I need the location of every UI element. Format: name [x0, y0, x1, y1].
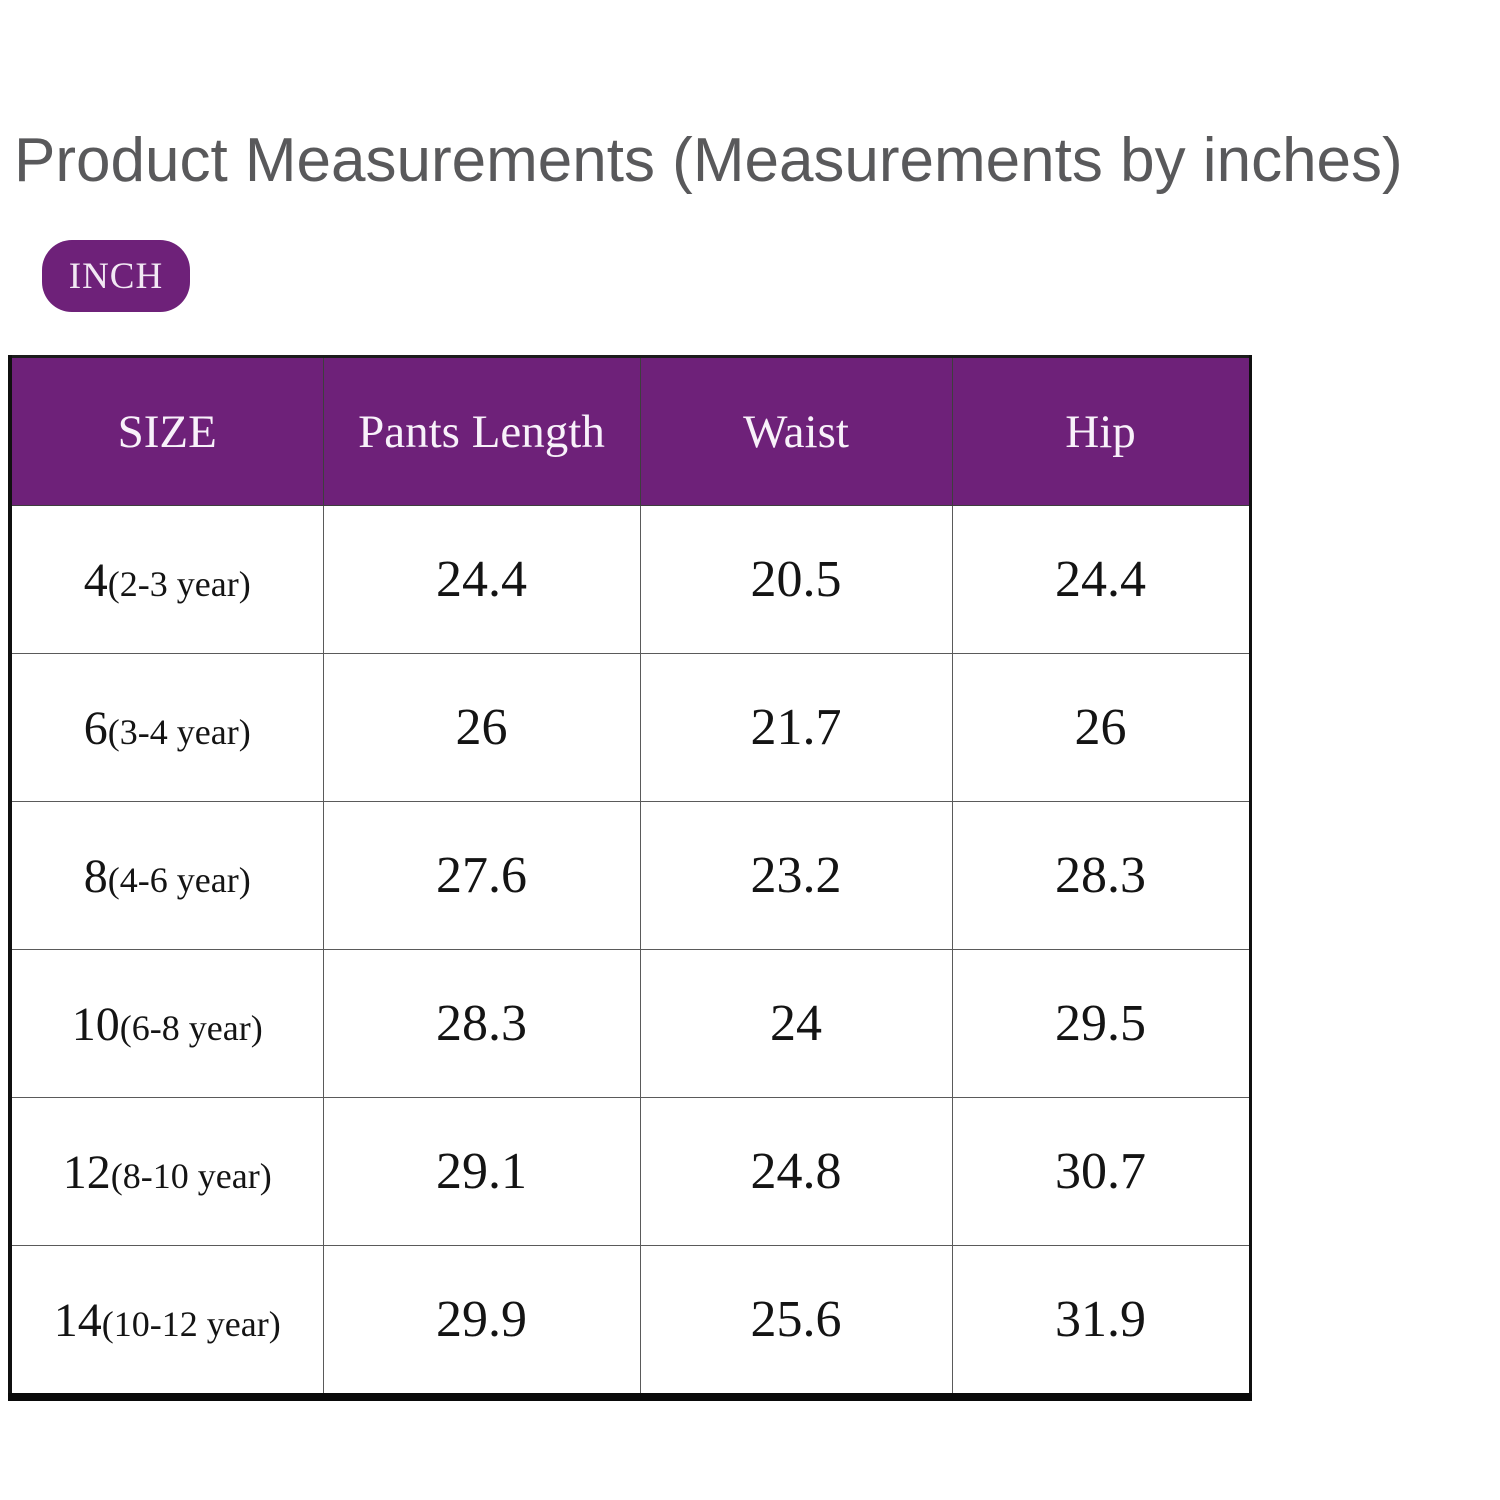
- col-header-hip: Hip: [951, 356, 1251, 506]
- size-number: 8: [83, 850, 108, 903]
- table-row: 8(4-6 year) 27.6 23.2 28.3: [9, 801, 1251, 950]
- age-range: (3-4 year): [107, 712, 251, 752]
- size-cell: 14(10-12 year): [9, 1245, 324, 1398]
- col-header-size: SIZE: [9, 356, 324, 506]
- size-cell: 4(2-3 year): [9, 505, 324, 654]
- size-number: 12: [62, 1146, 111, 1199]
- waist-cell: 24.8: [639, 1097, 953, 1246]
- hip-cell: 28.3: [951, 801, 1251, 950]
- hip-cell: 29.5: [951, 949, 1251, 1098]
- age-range: (4-6 year): [107, 860, 251, 900]
- hip-cell: 26: [951, 653, 1251, 802]
- table-row: 14(10-12 year) 29.9 25.6 31.9: [9, 1245, 1251, 1398]
- pants-length-cell: 24.4: [322, 505, 641, 654]
- unit-badge: INCH: [42, 240, 190, 312]
- size-cell: 12(8-10 year): [9, 1097, 324, 1246]
- col-header-pants-length: Pants Length: [322, 356, 641, 506]
- col-header-waist: Waist: [639, 356, 953, 506]
- table-row: 12(8-10 year) 29.1 24.8 30.7: [9, 1097, 1251, 1246]
- table-header-row: SIZE Pants Length Waist Hip: [9, 356, 1251, 506]
- size-cell: 10(6-8 year): [9, 949, 324, 1098]
- pants-length-cell: 26: [322, 653, 641, 802]
- unit-badge-label: INCH: [68, 255, 164, 297]
- table-row: 6(3-4 year) 26 21.7 26: [9, 653, 1251, 802]
- age-range: (2-3 year): [107, 564, 251, 604]
- size-number: 10: [71, 998, 120, 1051]
- hip-cell: 24.4: [951, 505, 1251, 654]
- size-number: 4: [83, 554, 108, 607]
- pants-length-cell: 29.9: [322, 1245, 641, 1398]
- size-number: 6: [83, 702, 108, 755]
- pants-length-cell: 29.1: [322, 1097, 641, 1246]
- table-row: 10(6-8 year) 28.3 24 29.5: [9, 949, 1251, 1098]
- pants-length-cell: 27.6: [322, 801, 641, 950]
- page-title: Product Measurements (Measurements by in…: [14, 126, 1403, 195]
- waist-cell: 23.2: [639, 801, 953, 950]
- age-range: (8-10 year): [110, 1156, 272, 1196]
- table-row: 4(2-3 year) 24.4 20.5 24.4: [9, 505, 1251, 654]
- pants-length-cell: 28.3: [322, 949, 641, 1098]
- hip-cell: 30.7: [951, 1097, 1251, 1246]
- age-range: (10-12 year): [101, 1304, 281, 1344]
- size-cell: 8(4-6 year): [9, 801, 324, 950]
- waist-cell: 25.6: [639, 1245, 953, 1398]
- waist-cell: 24: [639, 949, 953, 1098]
- waist-cell: 20.5: [639, 505, 953, 654]
- measurements-table: SIZE Pants Length Waist Hip 4(2-3 year) …: [8, 355, 1252, 1401]
- waist-cell: 21.7: [639, 653, 953, 802]
- hip-cell: 31.9: [951, 1245, 1251, 1398]
- age-range: (6-8 year): [119, 1008, 263, 1048]
- size-number: 14: [53, 1294, 102, 1347]
- size-cell: 6(3-4 year): [9, 653, 324, 802]
